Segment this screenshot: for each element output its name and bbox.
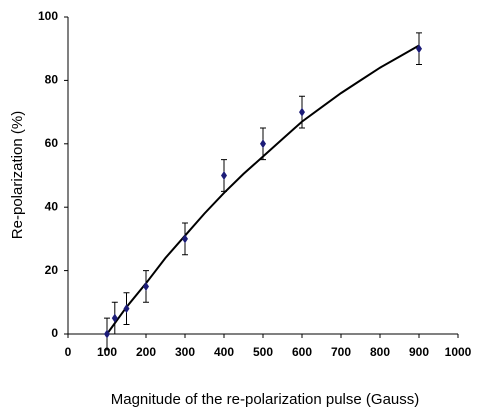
y-tick-label: 0 — [51, 326, 58, 340]
x-tick-label: 200 — [136, 345, 156, 359]
x-tick-label: 400 — [214, 345, 234, 359]
y-tick-label: 60 — [45, 136, 59, 150]
data-point — [299, 107, 305, 117]
y-tick-label: 100 — [38, 9, 58, 23]
y-axis-title: Re-polarization (%) — [9, 111, 26, 239]
trend-line — [106, 44, 420, 335]
data-point — [416, 44, 422, 54]
data-point — [260, 139, 266, 149]
x-tick-label: 600 — [292, 345, 312, 359]
x-tick-label: 900 — [409, 345, 429, 359]
x-tick-label: 800 — [370, 345, 390, 359]
x-tick-label: 1000 — [445, 345, 472, 359]
x-tick-label: 0 — [65, 345, 72, 359]
y-tick-label: 80 — [45, 73, 59, 87]
x-tick-label: 100 — [97, 345, 117, 359]
data-point — [221, 171, 227, 180]
data-point — [104, 329, 110, 339]
data-point — [143, 281, 149, 291]
x-tick-label: 700 — [331, 345, 351, 359]
data-point — [123, 304, 130, 314]
x-axis-title: Magnitude of the re-polarization pulse (… — [111, 391, 420, 408]
data-point — [111, 313, 118, 323]
y-tick-label: 40 — [45, 199, 59, 213]
x-tick-label: 300 — [175, 345, 195, 359]
x-tick-label: 500 — [253, 345, 273, 359]
data-point — [182, 234, 188, 244]
y-tick-label: 20 — [45, 263, 59, 277]
